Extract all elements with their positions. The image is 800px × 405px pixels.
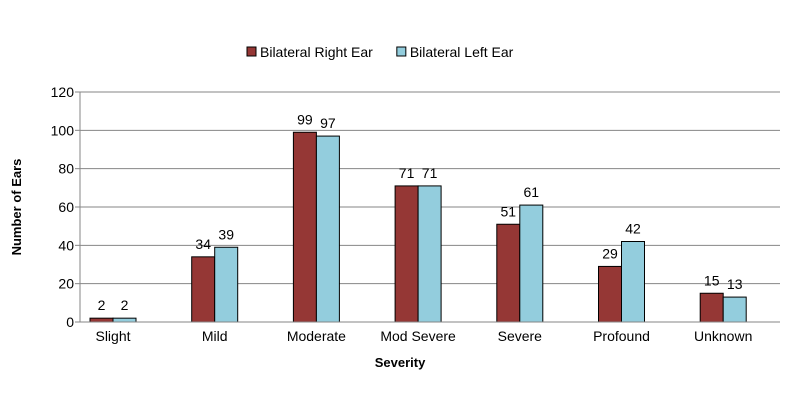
bar-left-ear [722,296,747,323]
x-tick-label: Severe [498,328,543,344]
x-tick-label: Moderate [287,328,346,344]
data-label: 15 [704,272,720,288]
y-tick-label: 40 [58,237,74,253]
y-tick-label: 100 [51,122,75,138]
y-tick-label: 0 [66,314,74,330]
data-label: 13 [727,276,743,292]
bar-left-ear [214,246,239,323]
y-tick-label: 60 [58,199,74,215]
legend-swatch [396,46,407,57]
x-tick-label: Unknown [694,328,752,344]
data-label: 42 [625,221,641,237]
data-label: 29 [602,245,618,261]
data-label: 99 [297,111,313,127]
y-axis-label: Number of Ears [9,159,24,256]
data-labels: 2 2 34 39 99 97 71 71 51 61 29 42 15 13 [98,111,743,313]
y-axis-ticks: 0 20 40 60 80 100 120 [51,84,80,330]
bar-right-ear [699,292,724,323]
x-axis-label: Severity [375,355,426,370]
legend-label: Bilateral Right Ear [260,44,373,60]
bar-left-ear [112,317,137,323]
legend-label: Bilateral Left Ear [410,44,514,60]
x-tick-label: Mild [202,328,228,344]
bar-left-ear [621,241,645,323]
x-tick-label: Slight [95,328,130,344]
legend: Bilateral Right Ear Bilateral Left Ear [246,44,514,60]
x-axis-ticks: Slight Mild Moderate Mod Severe Severe Profou… [95,328,752,344]
bar-right-ear [191,256,216,323]
y-tick-label: 80 [58,161,74,177]
data-label: 71 [399,165,415,181]
y-tick-label: 120 [51,84,75,100]
y-tick-label: 20 [58,276,74,292]
data-label: 61 [524,184,540,200]
data-label: 2 [121,297,129,313]
data-label: 51 [501,203,517,219]
bar-left-ear [315,135,340,323]
bar-right-ear [292,131,317,323]
bar-right-ear [496,223,521,323]
data-label: 2 [98,297,106,313]
bars [89,131,747,323]
bar-left-ear [519,204,544,323]
bar-right-ear [598,265,622,323]
bar-right-ear [394,185,419,323]
x-tick-label: Mod Severe [380,328,456,344]
bar-right-ear [89,317,114,323]
bar-left-ear [417,185,442,323]
data-label: 39 [218,226,234,242]
data-label: 71 [422,165,438,181]
legend-swatch [246,46,257,57]
data-label: 34 [195,236,211,252]
x-tick-label: Profound [593,328,650,344]
data-label: 97 [320,115,336,131]
